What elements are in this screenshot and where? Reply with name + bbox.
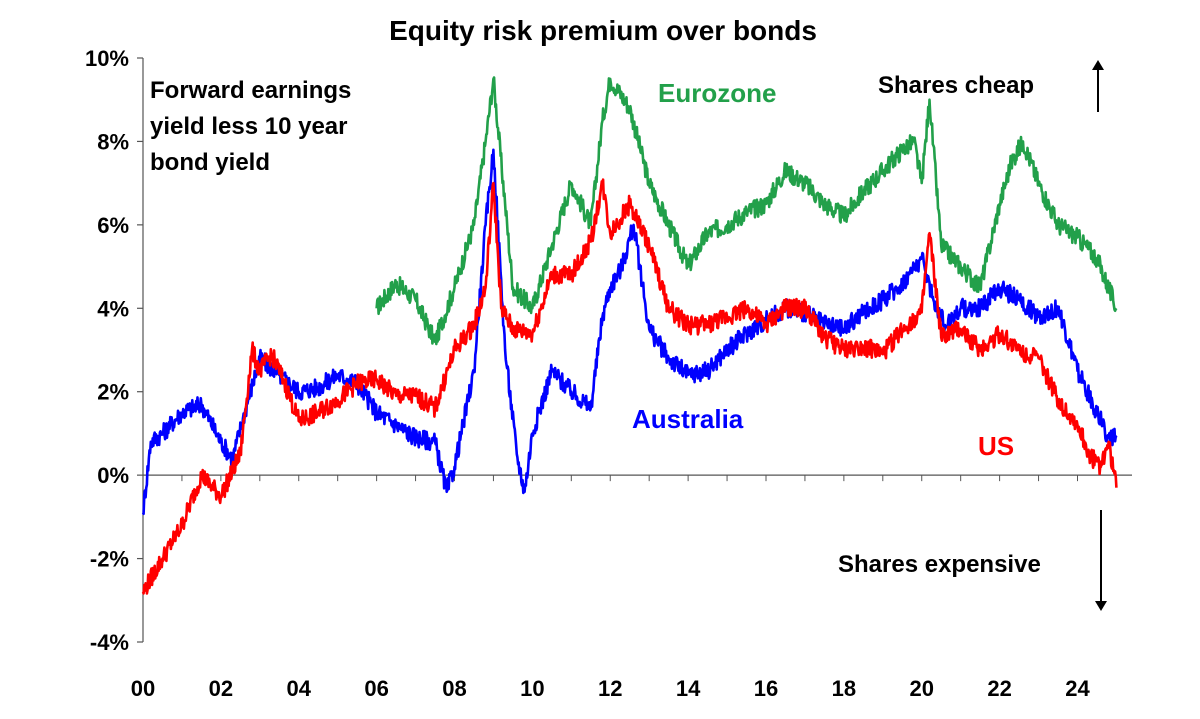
y-tick-label: 10%	[85, 46, 129, 71]
x-tick-label: 14	[676, 676, 701, 701]
y-tick-label: -4%	[90, 630, 129, 655]
shares-cheap-label: Shares cheap	[878, 72, 1034, 99]
note-line-2: yield less 10 year	[150, 113, 347, 140]
shares-expensive-label: Shares expensive	[838, 551, 1041, 578]
x-tick-label: 00	[131, 676, 155, 701]
x-tick-label: 10	[520, 676, 544, 701]
x-tick-label: 18	[832, 676, 856, 701]
chart-title: Equity risk premium over bonds	[389, 15, 817, 46]
x-tick-label: 24	[1065, 676, 1090, 701]
series-label-australia: Australia	[632, 404, 744, 434]
x-tick-label: 08	[442, 676, 466, 701]
up-arrow-icon	[1092, 60, 1104, 112]
series-label-eurozone: Eurozone	[658, 78, 776, 108]
axes	[142, 58, 1132, 642]
x-ticks: 00 02 04 06 08 10 12 14 16 18 20 22 24	[131, 475, 1117, 701]
x-tick-label: 22	[987, 676, 1011, 701]
y-tick-label: 4%	[97, 296, 129, 321]
y-tick-label: 6%	[97, 213, 129, 238]
y-tick-label: 2%	[97, 380, 129, 405]
series-lines	[141, 76, 1118, 595]
x-tick-label: 20	[909, 676, 933, 701]
x-tick-label: 16	[754, 676, 778, 701]
y-tick-label: 8%	[97, 129, 129, 154]
series-label-us: US	[978, 431, 1014, 461]
note-line-1: Forward earnings	[150, 77, 351, 104]
annotation-note: Forward earnings yield less 10 year bond…	[150, 77, 351, 176]
series-line-eurozone	[375, 76, 1118, 346]
x-tick-label: 12	[598, 676, 622, 701]
y-tick-label: -2%	[90, 547, 129, 572]
x-tick-label: 06	[364, 676, 388, 701]
note-line-3: bond yield	[150, 149, 270, 176]
down-arrow-icon	[1095, 510, 1107, 611]
x-tick-label: 04	[287, 676, 312, 701]
y-ticks: -4% -2% 0% 2% 4% 6% 8% 10%	[85, 46, 143, 655]
series-line-us	[141, 178, 1118, 595]
y-tick-label: 0%	[97, 463, 129, 488]
x-tick-label: 02	[209, 676, 233, 701]
